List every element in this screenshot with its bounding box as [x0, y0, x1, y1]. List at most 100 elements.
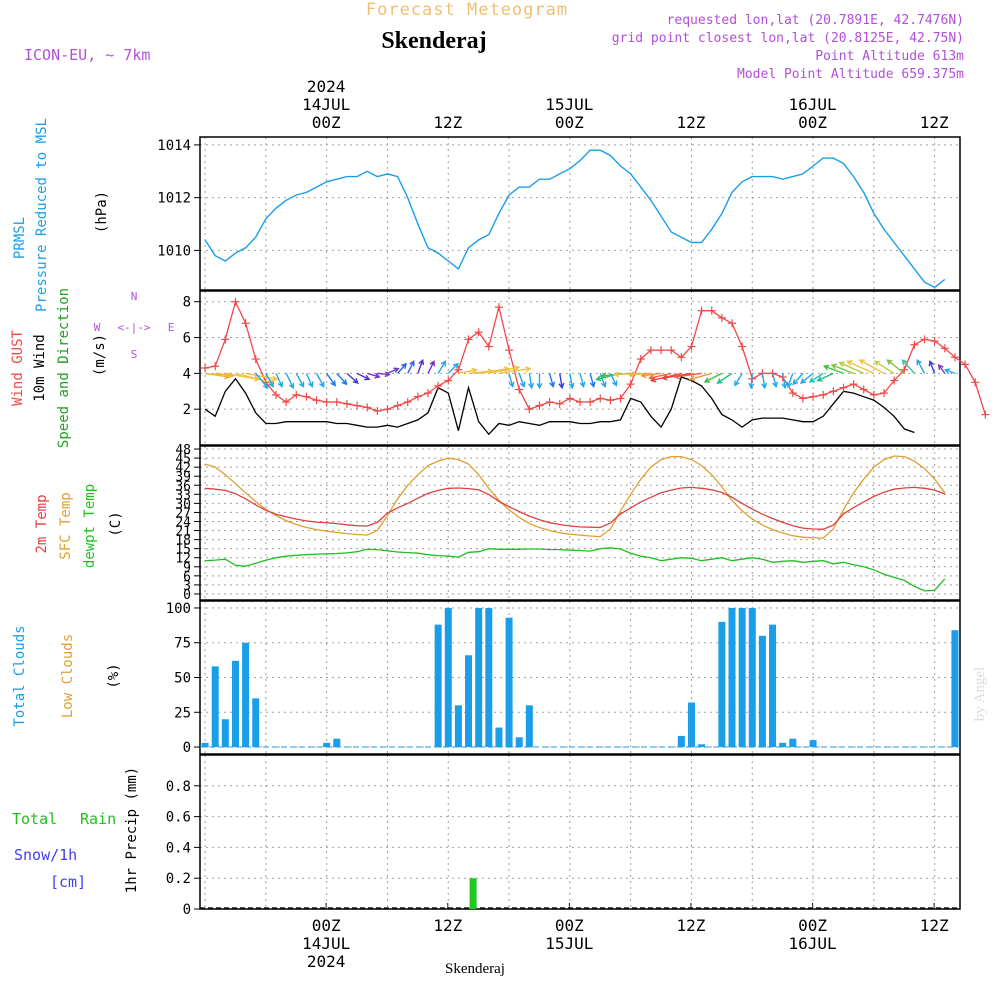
wind-arrow-head: [772, 381, 778, 389]
compass-glyph: <-|->: [117, 321, 150, 334]
wind-arrow: [458, 369, 477, 375]
wind-arrow-head: [528, 382, 535, 390]
panel-frame: [199, 754, 961, 910]
total-cloud-bar: [738, 607, 746, 748]
y-tick-label: 30: [175, 497, 191, 512]
temp2m-line: [205, 486, 946, 530]
y-tick-label: 100: [166, 601, 191, 617]
top-date-label: 15JUL: [545, 95, 593, 114]
wind-arrow: [437, 361, 446, 374]
y-tick-label: 50: [174, 671, 191, 687]
wind-arrow-head: [440, 360, 447, 367]
sfc-temp-line: [204, 455, 946, 539]
wind-arrow: [275, 373, 283, 387]
wind-arrow: [447, 363, 459, 374]
wind-arrow: [589, 373, 595, 387]
wind-arrow-head: [409, 360, 415, 367]
wind-arrow-head: [901, 359, 908, 366]
y-tick-label: 18: [175, 534, 191, 549]
footer-location: Skenderaj: [445, 961, 505, 977]
y-tick-label: 0.2: [166, 871, 191, 887]
total-cloud-bar: [728, 607, 736, 748]
wind-arrow-head: [612, 371, 620, 378]
pressure-panel: 1010 1012 1014: [157, 136, 961, 291]
wind-arrow: [787, 373, 794, 387]
wind-arrow-head: [928, 360, 935, 367]
wind-arrow-head: [873, 360, 880, 367]
wind-arrow: [675, 372, 702, 378]
total-cloud-bar: [444, 607, 452, 748]
precip-axis-label: 1hr Precip (mm): [124, 767, 140, 893]
wind-arrow-head: [816, 376, 823, 382]
total-cloud-bar: [231, 660, 239, 748]
wind-arrow-head: [288, 382, 295, 390]
total-cloud-bar: [211, 666, 219, 748]
wind-arrow-head: [262, 382, 269, 389]
watermark: by Angel: [972, 667, 988, 722]
wind-arrow: [809, 372, 824, 383]
wind-arrow: [831, 364, 854, 375]
wind-arrow-head: [579, 381, 586, 388]
wind-arrow-head: [916, 358, 922, 366]
y-tick-label: 1012: [157, 191, 191, 207]
wind-arrow-head: [589, 381, 596, 389]
point-altitude: Point Altitude 613m: [815, 49, 964, 64]
y-tick-label: 33: [175, 488, 191, 503]
top-date-label: 14JUL: [302, 95, 350, 114]
wind-arrow: [265, 373, 274, 387]
total-cloud-bar: [951, 630, 959, 748]
total-cloud-bar: [333, 738, 341, 748]
panel-frame: [199, 600, 961, 755]
temp-unit: (C): [108, 511, 124, 536]
total-clouds-label: Total Clouds: [12, 625, 28, 726]
wind-arrow-head: [716, 378, 723, 384]
y-tick-label: 0: [183, 902, 191, 918]
wind-arrow-head: [268, 379, 276, 385]
wind-arrow: [792, 372, 804, 385]
wind-arrow: [204, 372, 230, 378]
wind-arrow-head: [792, 379, 799, 386]
wind-arrow-head: [452, 362, 459, 369]
total-cloud-bar: [758, 635, 766, 748]
location-title: Skenderaj: [381, 28, 486, 54]
y-tick-label: 27: [175, 506, 191, 521]
wind-arrow-head: [536, 383, 543, 390]
wind-arrow: [478, 367, 509, 375]
y-tick-label: 1014: [157, 138, 191, 154]
wind-panel: 2 4 6 8: [183, 290, 990, 446]
wind-arrow: [407, 361, 415, 374]
wind-arrow: [579, 373, 585, 387]
y-tick-label: 1010: [157, 243, 191, 259]
wind-speed-line: [204, 376, 915, 436]
wind-arrow: [427, 361, 435, 374]
y-tick-label: 6: [183, 331, 191, 347]
wind-arrow: [387, 367, 399, 375]
y-tick-label: 48: [175, 443, 191, 458]
wind-arrow: [629, 372, 651, 376]
gridpoint-coords: grid point closest lon,lat (20.8125E, 42…: [612, 31, 964, 46]
wind-arrow-head: [352, 378, 359, 384]
y-tick-label: 42: [175, 461, 191, 476]
y-tick-label: 0.8: [166, 779, 191, 795]
rain-bar: [469, 878, 477, 909]
total-cloud-bar: [515, 737, 523, 748]
wind-arrow-head: [830, 363, 838, 370]
product-title: Forecast Meteogram: [366, 0, 568, 20]
temp2m-label: 2m Temp: [34, 494, 50, 553]
wind-arrow: [717, 372, 733, 384]
y-tick-label: 9: [183, 561, 191, 576]
wind-arrow: [771, 373, 777, 387]
wind-arrow: [916, 359, 926, 374]
clouds-unit: (%): [106, 663, 122, 688]
model-altitude: Model Point Altitude 659.375m: [737, 67, 964, 82]
wind-arrow-head: [846, 360, 853, 366]
dewpt-line: [205, 547, 946, 592]
pressure-label-1: PRMSL: [12, 217, 28, 259]
wind-arrow-head: [627, 371, 635, 378]
y-tick-label: 25: [174, 705, 191, 721]
bottom-hour-label: 00Z: [555, 916, 584, 935]
wind-arrow-head: [508, 381, 515, 389]
